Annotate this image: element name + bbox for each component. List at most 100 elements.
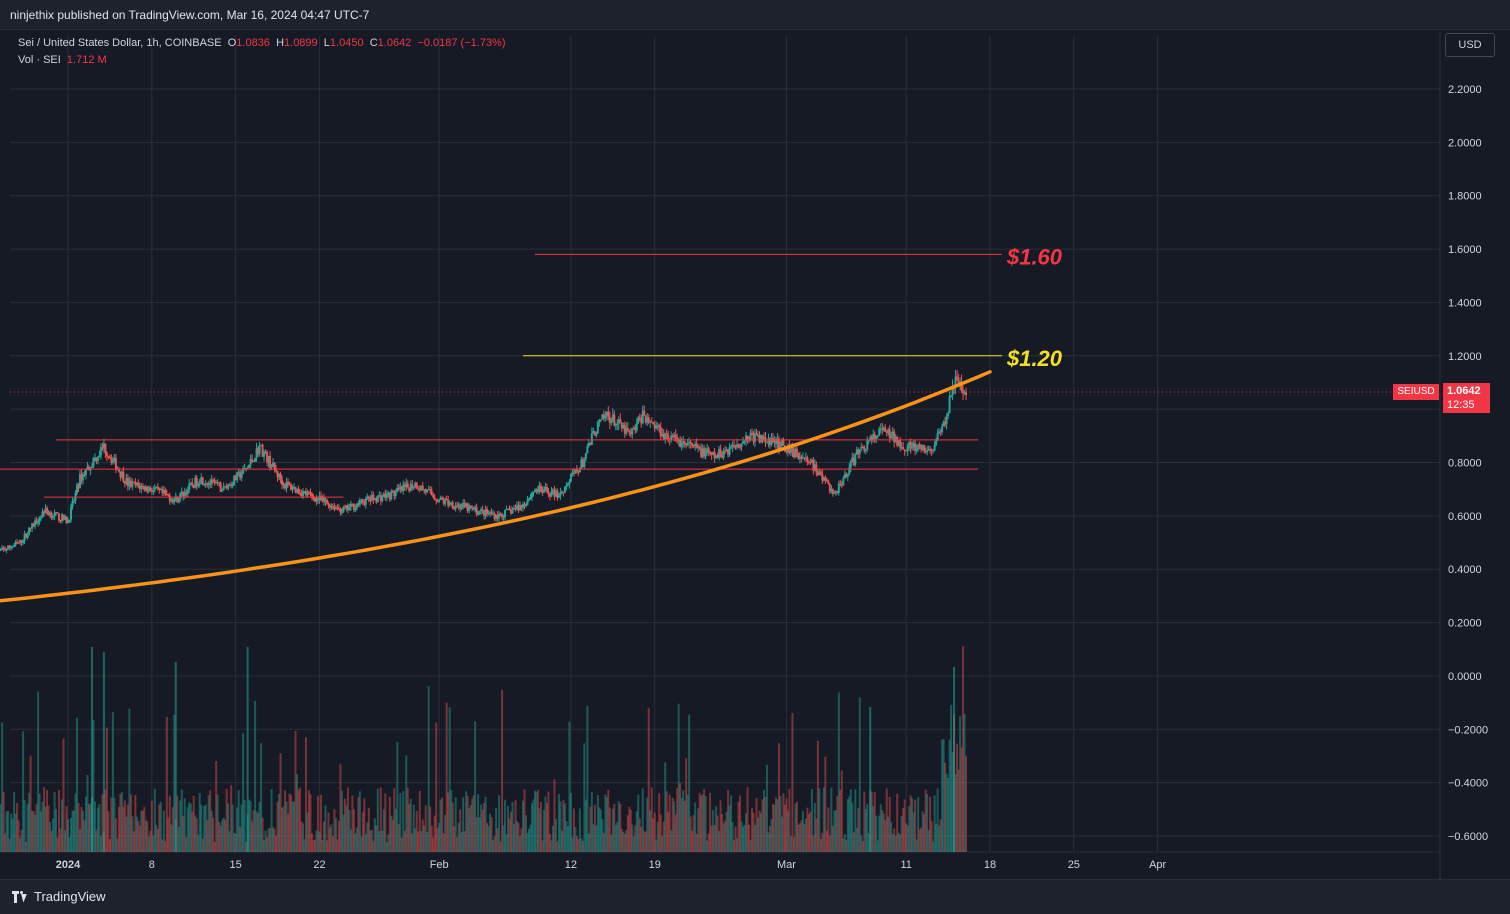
candle-body (35, 520, 38, 524)
candle-body (409, 483, 412, 492)
volume-bar (857, 807, 860, 852)
volume-bar (502, 825, 505, 852)
volume-bar (116, 838, 119, 852)
candle-body (47, 511, 50, 516)
volume-bar (152, 835, 155, 852)
candle-body (792, 451, 795, 458)
candle-body (935, 440, 938, 445)
volume-bar (495, 807, 498, 852)
volume-bar (942, 739, 945, 852)
candle-body (459, 504, 462, 509)
candle-body (902, 447, 905, 450)
volume-bar (334, 818, 337, 852)
volume-bar (345, 805, 348, 852)
candle-body (529, 497, 532, 499)
candle-body (782, 440, 785, 446)
candle-body (258, 445, 261, 455)
volume-bar (689, 816, 692, 852)
volume-bar (530, 802, 533, 852)
currency-button[interactable]: USD (1445, 33, 1495, 57)
horizontal-levels[interactable]: $1.60 $1.20 (0, 244, 1440, 498)
candle-body (489, 512, 492, 514)
candle-body (565, 485, 568, 487)
price-axis[interactable]: 2.20002.00001.80001.60001.40001.20001.00… (1448, 84, 1488, 843)
volume-bar (11, 818, 14, 852)
volume-bar (730, 795, 733, 852)
candle-body (134, 482, 137, 485)
time-tick-label: 25 (1068, 859, 1080, 871)
volume-bar (351, 795, 354, 852)
volume-bar (939, 819, 942, 852)
candle-body (150, 490, 153, 492)
volume-bar (186, 807, 189, 852)
volume-bar (378, 831, 381, 852)
candle-body (536, 489, 539, 493)
candle-body (559, 492, 562, 496)
volume-bar (771, 804, 774, 852)
volume-bar (69, 817, 72, 852)
volume-bar (517, 823, 520, 852)
candle-body (375, 498, 378, 503)
volume-bar (739, 795, 742, 852)
volume-bar (599, 809, 602, 852)
candle-body (191, 482, 194, 486)
volume-bar (813, 802, 816, 852)
candle-body (406, 483, 409, 488)
volume-label: Vol · SEI (18, 54, 61, 66)
candle-body (454, 505, 457, 509)
candle-body (611, 414, 614, 420)
tradingview-brand[interactable]: TradingView (12, 889, 106, 904)
volume-bar (219, 825, 222, 852)
candle-body (222, 486, 225, 491)
candle-body (854, 454, 857, 466)
volume-bar (255, 811, 258, 852)
volume-bar (442, 833, 445, 852)
volume-bar (288, 793, 291, 852)
candle-body (830, 488, 833, 492)
time-axis[interactable]: 2024 8 15 22 Feb 12 19 Mar 11 18 25 Apr (56, 859, 1167, 871)
trend-curve[interactable] (0, 370, 992, 603)
volume-bar (474, 721, 477, 852)
candle-body (126, 478, 129, 487)
candle-body (664, 433, 667, 440)
volume-bar (242, 733, 245, 852)
volume-bar (357, 797, 360, 852)
candle-body (924, 451, 927, 453)
price-tick-label: 0.8000 (1448, 458, 1482, 470)
volume-bar (315, 830, 318, 852)
candle-body (41, 511, 44, 517)
candle-body (484, 509, 487, 516)
candle-body (135, 482, 138, 485)
volume-bar (405, 755, 408, 852)
volume-bar (951, 751, 954, 852)
candle-body (58, 513, 61, 521)
candle-body (578, 468, 581, 473)
volume-bar (662, 821, 665, 852)
volume-bar (514, 800, 517, 852)
volume-bar (26, 804, 29, 852)
volume-bar (415, 810, 418, 852)
volume-bar (333, 809, 336, 852)
volume-bar (897, 832, 900, 852)
candle-body (548, 494, 551, 497)
volume-bar (831, 825, 834, 852)
volume-bar (294, 730, 297, 852)
volume-bar (785, 798, 788, 852)
volume-bar (475, 817, 478, 852)
candle-body (420, 485, 423, 491)
candle-body (445, 498, 448, 501)
volume-bar (77, 803, 80, 852)
volume-bar (8, 838, 11, 852)
volume-bar (5, 811, 8, 852)
volume-bar (827, 807, 830, 852)
volume-bar (571, 837, 574, 852)
candle-body (288, 484, 291, 486)
candle-body (25, 533, 28, 538)
candle-body (682, 441, 685, 444)
candle-body (149, 487, 152, 491)
candle-body (80, 474, 83, 481)
volume-bar (492, 839, 495, 852)
candle-body (67, 521, 69, 524)
candle-body (571, 472, 574, 475)
